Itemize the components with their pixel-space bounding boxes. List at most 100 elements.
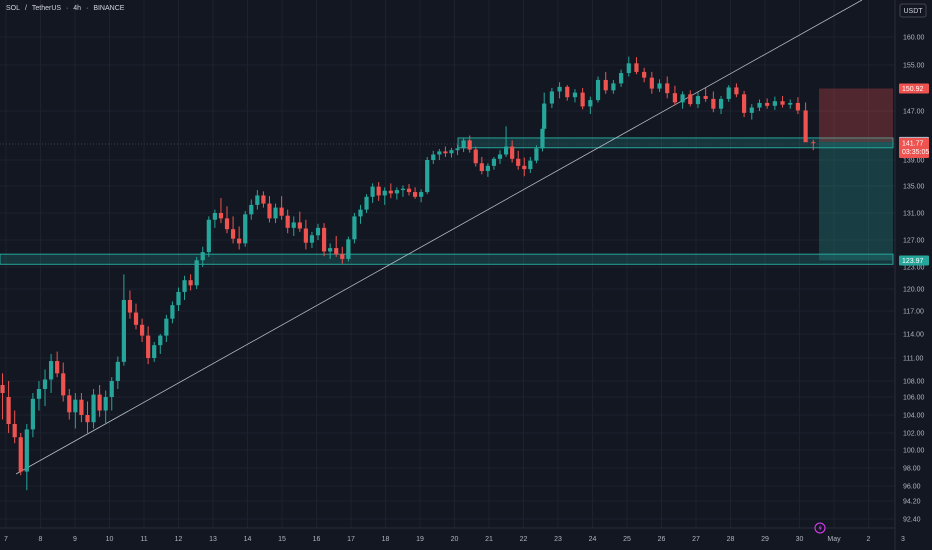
candle-body: [315, 227, 321, 236]
candle-body: [688, 94, 693, 105]
candle-body: [121, 300, 126, 362]
candle-body: [146, 335, 151, 358]
take-profit-area[interactable]: [819, 141, 893, 261]
candle-body: [182, 280, 187, 292]
time-tick: 30: [796, 536, 804, 543]
time-tick: 22: [520, 536, 528, 543]
stop-loss-area[interactable]: [819, 88, 893, 142]
candle-body: [346, 239, 351, 259]
candle-body: [79, 399, 84, 415]
candle-body: [516, 158, 521, 166]
bar-countdown: 03:35:05: [902, 149, 929, 156]
candle-body: [572, 92, 578, 98]
candle-body: [115, 361, 120, 381]
candle-body: [224, 218, 230, 230]
candle-body: [218, 213, 224, 219]
candle-body: [200, 252, 205, 261]
candle-body: [297, 222, 302, 229]
candle-body: [6, 397, 11, 424]
candle-body: [364, 196, 369, 210]
candle-body: [703, 96, 708, 99]
time-tick: 20: [451, 536, 459, 543]
quote-currency: TetherUS: [31, 5, 62, 12]
chart-title: SOL / TetherUS · 4h · BINANCE: [6, 5, 127, 12]
candle-body: [680, 94, 685, 103]
candle-body: [473, 149, 478, 164]
candle-body: [206, 219, 211, 253]
candle-body: [497, 154, 503, 159]
candle-body: [255, 195, 260, 205]
candle-body: [400, 188, 406, 191]
time-axis[interactable]: 7 8 9 10 11 12 13 14 15 16 17 18 19 20 21 22 23 24 25 26 27 2…: [0, 522, 905, 543]
candle-body: [67, 395, 72, 413]
time-tick: 10: [106, 536, 114, 543]
candle-body: [461, 140, 466, 149]
candle-body: [73, 399, 78, 413]
candle-body: [642, 71, 647, 78]
candle-body: [291, 222, 296, 228]
candle-body: [803, 110, 808, 143]
candle-body: [176, 291, 181, 306]
time-tick: 16: [313, 536, 321, 543]
time-tick: 12: [175, 536, 183, 543]
candle-body: [164, 318, 169, 336]
candle-body: [328, 248, 333, 252]
candle-body: [672, 93, 678, 103]
title-separator: ·: [64, 5, 71, 12]
candle-body: [48, 361, 54, 380]
candle-body: [811, 142, 816, 144]
price-axis[interactable]: USDT 160.00 155.00 147.00 139.00 135.00 131.00…: [894, 0, 932, 550]
economic-event-icon[interactable]: [814, 522, 826, 534]
price-tick: 98.00: [903, 466, 921, 473]
support-zone[interactable]: [0, 253, 894, 265]
candle-body: [491, 158, 497, 166]
candle-body: [788, 102, 793, 105]
candle-body: [267, 203, 272, 219]
candle-body: [443, 151, 448, 154]
candle-body: [24, 429, 29, 472]
candle-body: [522, 165, 527, 170]
price-tick: 111.00: [903, 356, 923, 363]
price-tick: 102.00: [903, 431, 925, 438]
candle-body: [85, 415, 90, 423]
candle-body: [42, 379, 48, 389]
candle-body: [249, 204, 254, 215]
price-tick: 108.00: [903, 379, 925, 386]
candle-body: [12, 424, 17, 438]
candle-body: [352, 216, 357, 240]
candle-body: [485, 165, 490, 172]
candle-body: [772, 101, 777, 106]
candle-body: [528, 160, 533, 170]
rising-trendline[interactable]: [15, 0, 863, 475]
candle-body: [230, 229, 236, 239]
last-price-tag: 141.77: [902, 141, 924, 148]
candle-body: [188, 280, 193, 286]
candle-body: [237, 238, 242, 244]
candle-body: [479, 163, 484, 172]
candle-body: [795, 102, 801, 111]
candle-body: [212, 213, 217, 220]
candle-body: [603, 79, 608, 91]
time-tick: 13: [209, 536, 217, 543]
time-tick: 27: [692, 536, 700, 543]
candle-body: [626, 63, 631, 74]
price-tick: 100.00: [903, 448, 925, 455]
currency-badge[interactable]: USDT: [899, 3, 927, 18]
candle-body: [742, 94, 747, 113]
candle-body: [158, 335, 163, 346]
candle-body: [431, 154, 436, 160]
price-tick: 135.00: [903, 184, 925, 191]
candle-body: [534, 148, 539, 161]
price-tick: 155.00: [903, 63, 925, 70]
candle-body: [757, 102, 762, 108]
short-position-tool[interactable]: [819, 88, 893, 261]
resistance-zone[interactable]: [457, 137, 894, 149]
time-tick: 25: [623, 536, 631, 543]
price-tick: 106.00: [903, 395, 925, 402]
symbol-name: SOL: [6, 5, 21, 12]
candle-body: [370, 186, 375, 197]
price-tick: 104.00: [903, 413, 925, 420]
candle-body: [334, 248, 339, 255]
candle-body: [618, 73, 624, 84]
